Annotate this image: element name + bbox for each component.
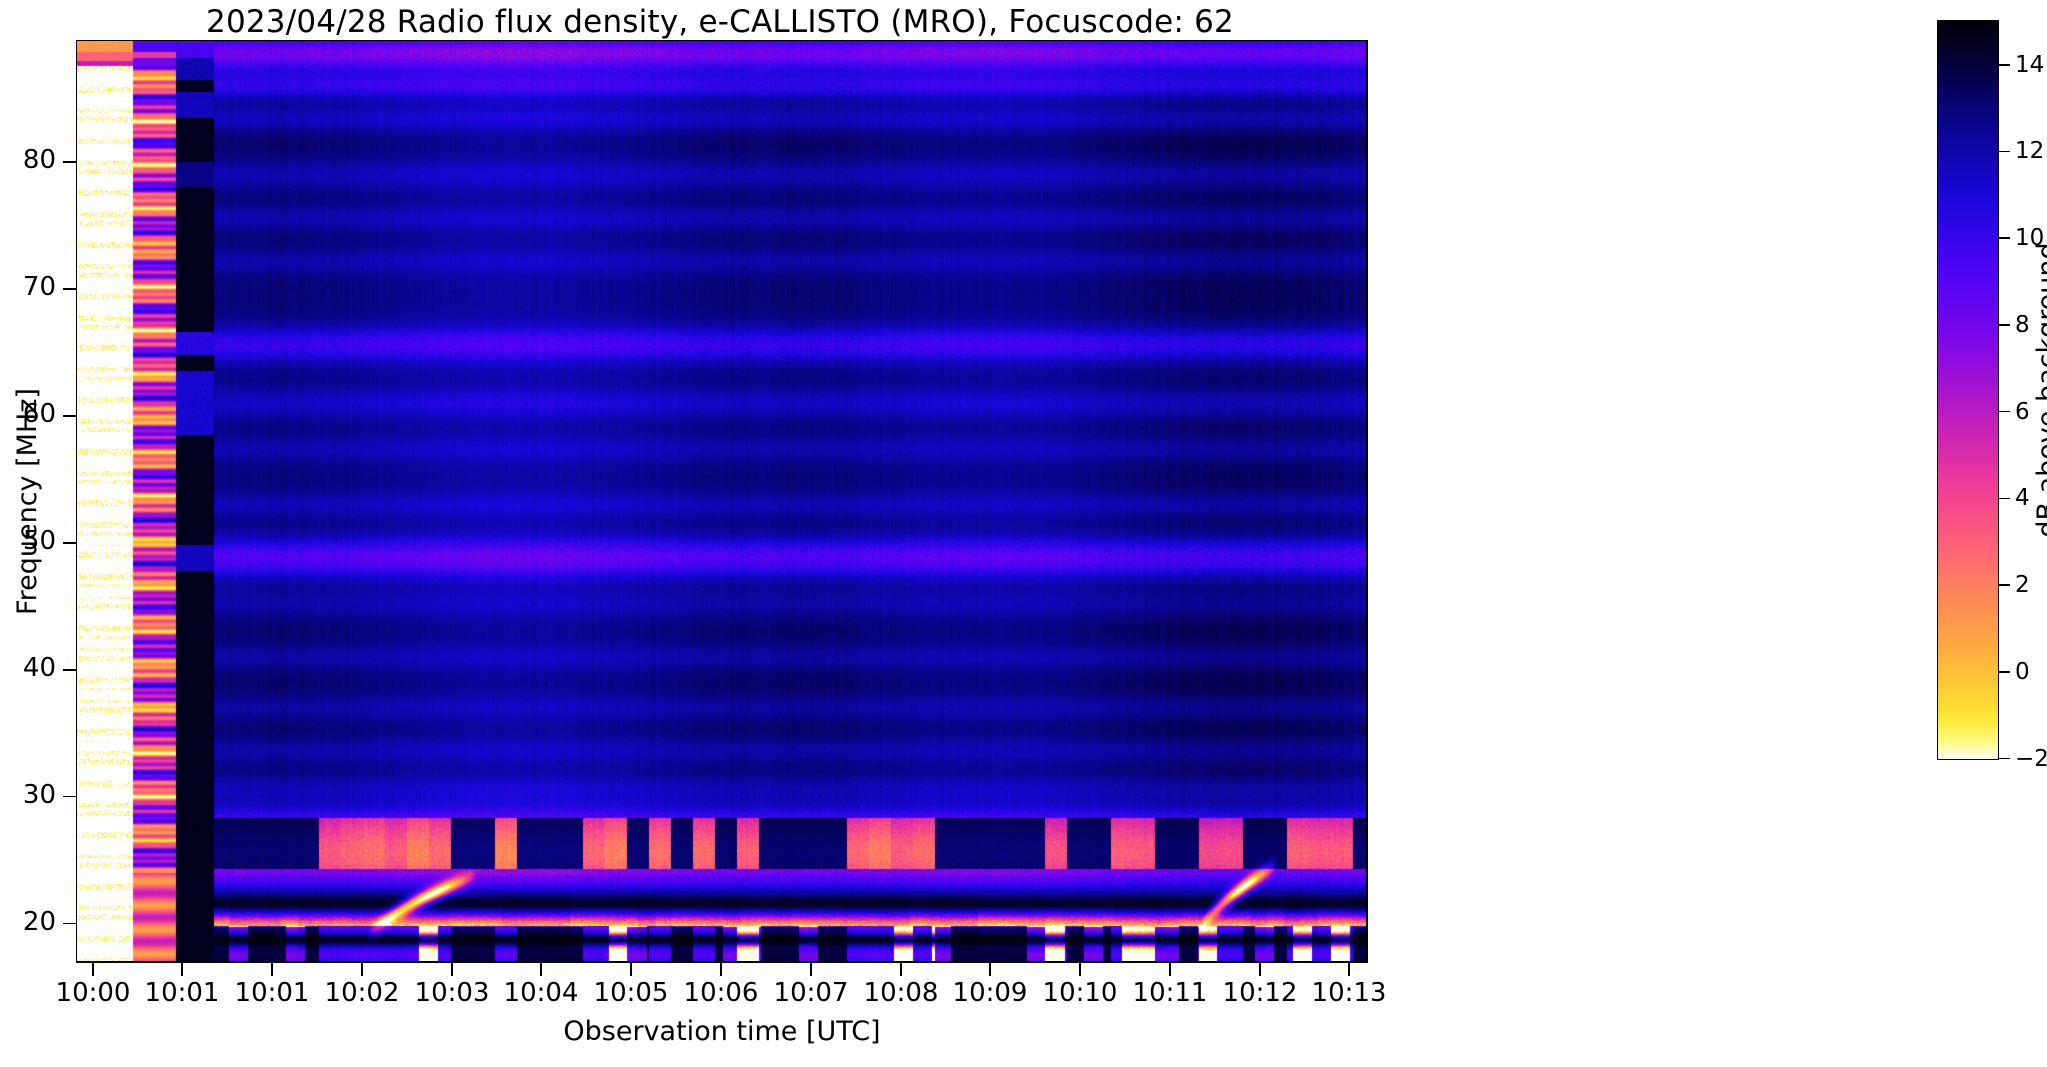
x-axis-tick-label: 10:08 xyxy=(863,978,939,1008)
colorbar-tick xyxy=(1999,410,2010,413)
colorbar-label: dB above background xyxy=(2032,242,2047,538)
x-axis-tick xyxy=(630,963,632,976)
y-axis-tick xyxy=(63,415,76,417)
colorbar-tick xyxy=(1999,671,2010,673)
x-axis-tick xyxy=(271,963,273,976)
colorbar-tick xyxy=(1999,63,2010,66)
colorbar-tick xyxy=(1999,324,2010,326)
x-axis-tick xyxy=(181,963,183,976)
y-axis-tick xyxy=(63,795,76,798)
y-axis-tick xyxy=(63,542,76,544)
x-axis-tick-label: 10:01 xyxy=(144,978,220,1008)
colorbar-tick-label: 0 xyxy=(2015,658,2030,685)
y-axis-tick xyxy=(63,288,76,290)
y-axis-tick xyxy=(63,161,76,163)
x-axis-tick-label: 10:05 xyxy=(593,978,669,1008)
y-axis-tick-label: 60 xyxy=(22,398,56,429)
y-axis-tick-label: 80 xyxy=(22,145,56,176)
colorbar-tick-label: 2 xyxy=(2015,572,2030,599)
colorbar-tick xyxy=(1999,584,2010,586)
x-axis-tick xyxy=(1079,963,1081,976)
colorbar-tick-label: −2 xyxy=(2015,745,2047,772)
x-axis-tick xyxy=(720,963,722,976)
y-axis-tick xyxy=(63,922,76,925)
x-axis-tick xyxy=(900,963,902,976)
colorbar-tick-label: 14 xyxy=(2015,51,2045,78)
x-axis-tick-label: 10:01 xyxy=(234,978,310,1008)
colorbar-tick xyxy=(1999,497,2010,500)
page-title: 2023/04/28 Radio flux density, e-CALLIST… xyxy=(206,4,1234,40)
colorbar-tick-label: 12 xyxy=(2015,138,2045,165)
x-axis-tick xyxy=(1169,963,1171,976)
y-axis-tick xyxy=(63,668,76,671)
x-axis-tick-label: 10:13 xyxy=(1311,978,1387,1008)
y-axis-tick-label: 20 xyxy=(22,906,56,937)
x-axis-tick-label: 10:06 xyxy=(683,978,759,1008)
spectrogram-plot-area xyxy=(76,40,1368,963)
x-axis-tick xyxy=(810,963,812,976)
x-axis-tick-label: 10:03 xyxy=(414,978,490,1008)
x-axis-tick-label: 10:04 xyxy=(503,978,579,1008)
y-axis-tick-label: 70 xyxy=(22,272,56,303)
y-axis-tick-label: 30 xyxy=(22,779,56,810)
x-axis-label: Observation time [UTC] xyxy=(563,1016,881,1047)
spectrogram-canvas xyxy=(77,41,1366,961)
x-axis: 10:00 10:01 10:01 10:02 10:03 10:04 10:05 10:06… xyxy=(0,963,2047,1023)
colorbar-tick xyxy=(1999,150,2010,153)
x-axis-tick-label: 10:09 xyxy=(952,978,1028,1008)
colorbar-tick-label: 6 xyxy=(2015,398,2030,425)
x-axis-tick xyxy=(1259,963,1261,976)
x-axis-tick-label: 10:12 xyxy=(1222,978,1298,1008)
x-axis-tick-label: 10:11 xyxy=(1132,978,1208,1008)
colorbar-tick xyxy=(1999,757,2010,760)
x-axis-tick-label: 10:00 xyxy=(55,978,131,1008)
x-axis-tick xyxy=(361,963,363,976)
x-axis-tick xyxy=(1348,963,1350,976)
colorbar-tick-label: 4 xyxy=(2015,485,2030,512)
x-axis-tick xyxy=(989,963,991,976)
colorbar-tick-label: 10 xyxy=(2015,225,2045,252)
x-axis-tick xyxy=(92,963,94,976)
x-axis-tick-label: 10:07 xyxy=(773,978,849,1008)
x-axis-tick-label: 10:10 xyxy=(1042,978,1118,1008)
colorbar xyxy=(1937,20,1999,760)
x-axis-tick xyxy=(451,963,453,976)
x-axis-tick-label: 10:02 xyxy=(324,978,400,1008)
x-axis-tick xyxy=(540,963,542,976)
y-axis-tick-label: 50 xyxy=(22,525,56,556)
colorbar-tick xyxy=(1999,237,2010,240)
colorbar-tick-label: 8 xyxy=(2015,311,2030,338)
y-axis-tick-label: 40 xyxy=(22,652,56,683)
colorbar-gradient xyxy=(1938,21,1998,759)
